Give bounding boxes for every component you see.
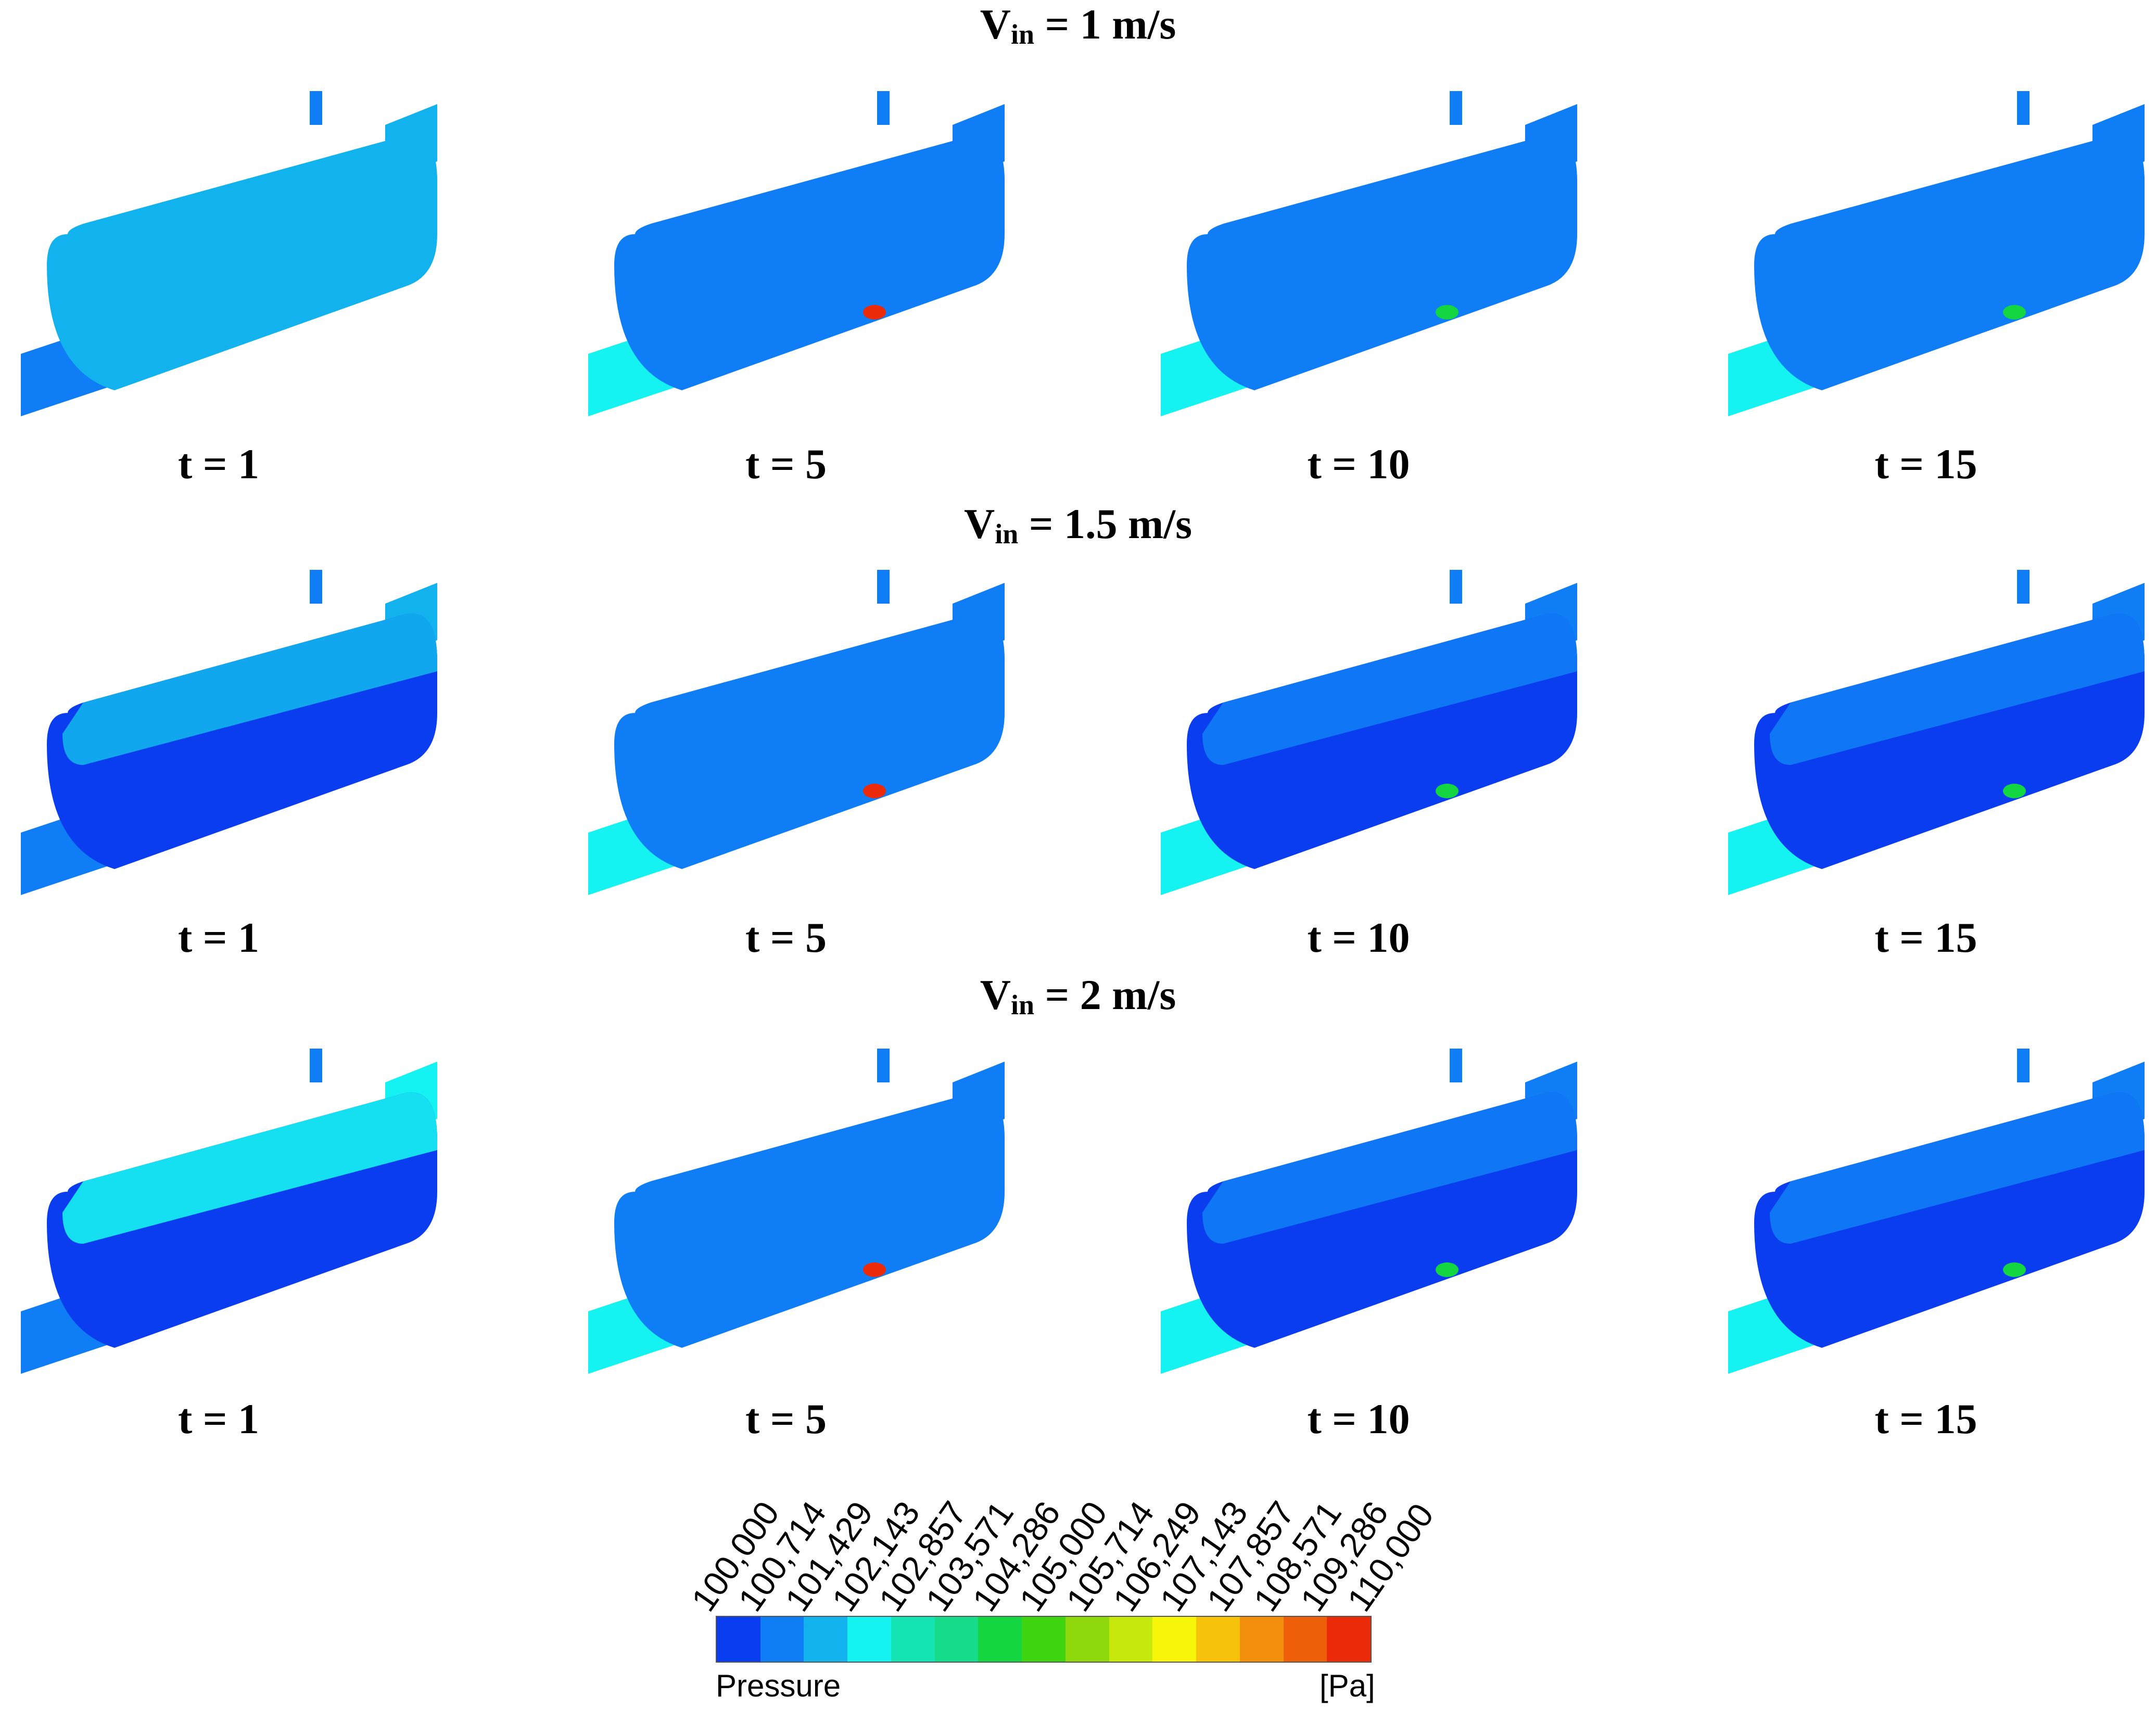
- vent-nozzle: [877, 91, 890, 125]
- pressure-band: [1202, 614, 1577, 765]
- legend-swatch: [804, 1617, 848, 1662]
- legend-swatch: [1327, 1617, 1371, 1662]
- tank-contour-svg: [1161, 570, 1577, 895]
- vent-nozzle: [1450, 570, 1462, 604]
- legend-color-bar: [716, 1616, 1372, 1663]
- vent-nozzle: [1450, 91, 1462, 125]
- tank-contour-panel: [578, 78, 1098, 494]
- time-label: t = 15: [1874, 914, 1977, 961]
- tank-contour-panel: [578, 1036, 1098, 1452]
- row-title-3: Vin = 2 m/s: [980, 971, 1176, 1020]
- tank-contour-panel: [578, 557, 1098, 973]
- time-label: t = 1: [177, 440, 260, 488]
- pressure-hotspot: [863, 305, 886, 320]
- pressure-hotspot: [2003, 784, 2026, 798]
- legend-swatch: [1109, 1617, 1153, 1662]
- pressure-hotspot: [863, 1262, 886, 1277]
- legend-swatch: [847, 1617, 891, 1662]
- tank-contour-svg: [1728, 1049, 2145, 1374]
- pressure-hotspot: [2003, 1262, 2026, 1277]
- time-label: t = 15: [1874, 1395, 1977, 1443]
- vent-nozzle: [310, 91, 322, 125]
- legend-swatch: [717, 1617, 760, 1662]
- tank-contour-svg: [1728, 91, 2145, 416]
- pressure-band: [1770, 614, 2145, 765]
- row-title-1: Vin = 1 m/s: [980, 1, 1176, 50]
- tank-contour-panel: [1718, 1036, 2156, 1452]
- vent-nozzle: [1450, 1049, 1462, 1082]
- tank-contour-svg: [21, 1049, 437, 1374]
- time-label: t = 10: [1307, 440, 1410, 488]
- time-label: t = 5: [745, 440, 827, 488]
- vent-nozzle: [2017, 1049, 2030, 1082]
- time-label: t = 5: [745, 1395, 827, 1443]
- tank-contour-panel: [1718, 557, 2156, 973]
- vent-nozzle: [877, 570, 890, 604]
- vent-nozzle: [2017, 91, 2030, 125]
- time-label: t = 5: [745, 914, 827, 961]
- legend-swatch: [978, 1617, 1022, 1662]
- legend-unit: [Pa]: [1320, 1668, 1375, 1703]
- time-label: t = 1: [177, 914, 260, 961]
- legend-swatch: [891, 1617, 935, 1662]
- tank-contour-svg: [1728, 570, 2145, 895]
- pressure-band: [62, 1092, 437, 1244]
- pressure-band: [62, 135, 437, 286]
- pressure-band: [1770, 135, 2145, 286]
- tank-contour-svg: [588, 570, 1005, 895]
- vent-nozzle: [877, 1049, 890, 1082]
- tank-contour-svg: [21, 91, 437, 416]
- time-label: t = 15: [1874, 440, 1977, 488]
- time-label: t = 10: [1307, 914, 1410, 961]
- legend-quantity: Pressure: [716, 1668, 841, 1703]
- pressure-legend: 100,000 100,714 101,429 102,143 102,857 103,5…: [684, 1467, 1496, 1707]
- pressure-band: [1770, 1092, 2145, 1244]
- pressure-band: [1202, 1092, 1577, 1244]
- tank-contour-panel: [10, 78, 531, 494]
- pressure-hotspot: [1436, 784, 1459, 798]
- legend-swatch: [1152, 1617, 1197, 1662]
- tank-contour-panel: [10, 1036, 531, 1452]
- pressure-hotspot: [1436, 305, 1459, 320]
- legend-swatch: [1022, 1617, 1066, 1662]
- tank-contour-panel: [1150, 78, 1671, 494]
- pressure-band: [1202, 135, 1577, 286]
- pressure-band: [630, 1092, 1005, 1244]
- pressure-hotspot: [1436, 1262, 1459, 1277]
- tank-contour-panel: [10, 557, 531, 973]
- tank-contour-svg: [1161, 91, 1577, 416]
- vent-nozzle: [2017, 570, 2030, 604]
- vent-nozzle: [310, 570, 322, 604]
- tank-contour-svg: [588, 1049, 1005, 1374]
- pressure-hotspot: [2003, 305, 2026, 320]
- legend-swatch: [934, 1617, 979, 1662]
- time-label: t = 10: [1307, 1395, 1410, 1443]
- legend-swatch: [1065, 1617, 1109, 1662]
- legend-swatch: [1196, 1617, 1240, 1662]
- legend-tick: 110,000: [1340, 1467, 1441, 1618]
- time-label: t = 1: [177, 1395, 260, 1443]
- pressure-band: [630, 614, 1005, 765]
- pressure-hotspot: [863, 784, 886, 798]
- pressure-band: [62, 614, 437, 765]
- tank-contour-panel: [1150, 1036, 1671, 1452]
- tank-contour-svg: [588, 91, 1005, 416]
- vent-nozzle: [310, 1049, 322, 1082]
- legend-swatch: [1239, 1617, 1284, 1662]
- tank-contour-panel: [1150, 557, 1671, 973]
- tank-contour-panel: [1718, 78, 2156, 494]
- legend-swatch: [1283, 1617, 1327, 1662]
- tank-contour-svg: [21, 570, 437, 895]
- legend-swatch: [760, 1617, 804, 1662]
- pressure-band: [630, 135, 1005, 286]
- row-title-2: Vin = 1.5 m/s: [964, 500, 1192, 550]
- tank-contour-svg: [1161, 1049, 1577, 1374]
